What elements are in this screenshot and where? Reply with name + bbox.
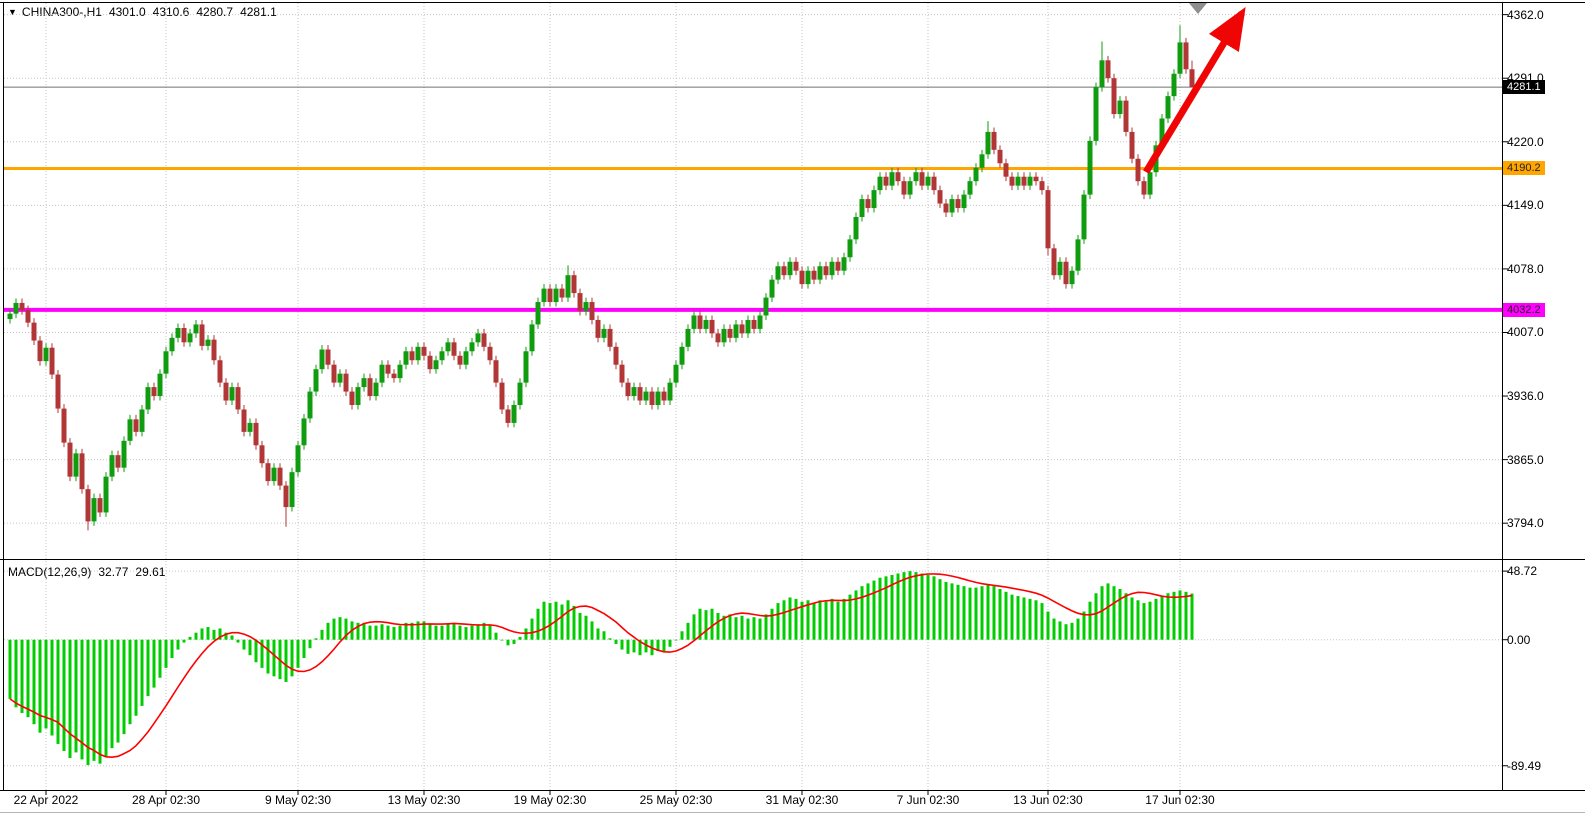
time-axis-label: 9 May 02:30: [264, 793, 332, 807]
symbol-info: ▼ CHINA300-,H1 4301.0 4310.6 4280.7 4281.1: [8, 5, 277, 19]
time-axis-label: 7 Jun 02:30: [896, 793, 960, 807]
time-axis-label: 25 May 02:30: [639, 793, 713, 807]
macd-value: 32.77: [98, 565, 129, 579]
time-axis-label: 13 May 02:30: [387, 793, 461, 807]
time-axis-label: 19 May 02:30: [513, 793, 587, 807]
macd-histogram: [8, 571, 1194, 766]
macd-signal-line: [9, 573, 1193, 759]
ohlc-open: 4301.0: [108, 5, 146, 19]
time-axis-label: 31 May 02:30: [765, 793, 839, 807]
time-axis-label: 13 Jun 02:30: [1013, 793, 1083, 807]
symbol-timeframe: CHINA300-,H1: [21, 5, 102, 19]
macd-indicator-info: MACD(12,26,9) 32.77 29.61: [8, 565, 165, 579]
ohlc-high: 4310.6: [152, 5, 190, 19]
macd-signal-value: 29.61: [135, 565, 166, 579]
ohlc-close: 4281.1: [240, 5, 277, 19]
trend-arrow[interactable]: [1143, 7, 1246, 174]
time-axis[interactable]: 22 Apr 2022 28 Apr 02:30 9 May 02:30 13 May…: [0, 793, 1585, 811]
time-axis-label: 22 Apr 2022: [13, 793, 79, 807]
macd-title: MACD(12,26,9): [8, 565, 92, 579]
collapse-icon: ▼: [8, 7, 17, 17]
ohlc-low: 4280.7: [196, 5, 234, 19]
arrow-anchor-icon: [1189, 3, 1207, 14]
candles: [7, 25, 1195, 531]
grid: [4, 3, 1502, 790]
time-axis-label: 17 Jun 02:30: [1145, 793, 1215, 807]
axis-ticks: [45, 14, 1508, 795]
time-axis-label: 28 Apr 02:30: [131, 793, 201, 807]
